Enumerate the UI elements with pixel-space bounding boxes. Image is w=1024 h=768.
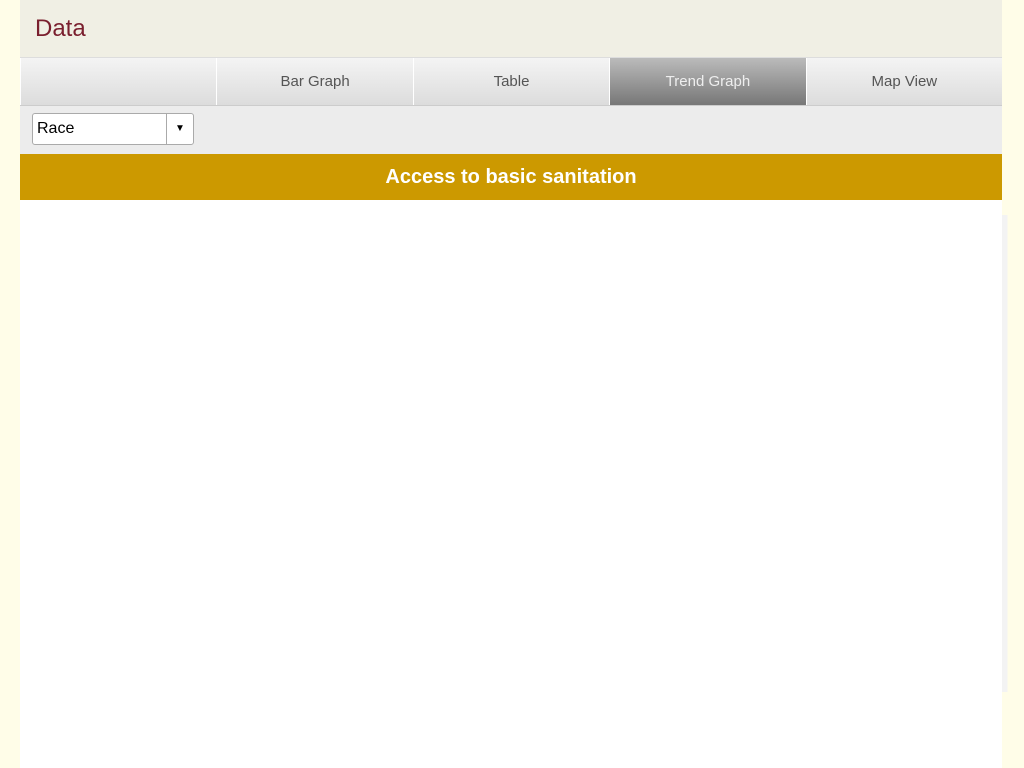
chart-title: Access to basic sanitation (20, 154, 1002, 200)
dropdown[interactable]: Race ▼ (32, 113, 194, 145)
filter-row: Race ▼ (20, 106, 1002, 154)
tab-spacer (20, 58, 217, 105)
dropdown-arrow[interactable]: ▼ (166, 114, 193, 144)
header-title: Data (20, 0, 1002, 57)
tab[interactable]: Table (412, 58, 610, 105)
tab[interactable]: Trend Graph (609, 58, 806, 105)
tab-bar: Bar Graph Table Trend Graph Map View (20, 57, 1003, 106)
tab[interactable]: Bar Graph (216, 58, 413, 105)
panel: Data Bar Graph Table Trend Graph Map View R… (20, 0, 1003, 768)
dropdown-value: Race (37, 120, 75, 137)
tab[interactable]: Map View (805, 58, 1003, 105)
